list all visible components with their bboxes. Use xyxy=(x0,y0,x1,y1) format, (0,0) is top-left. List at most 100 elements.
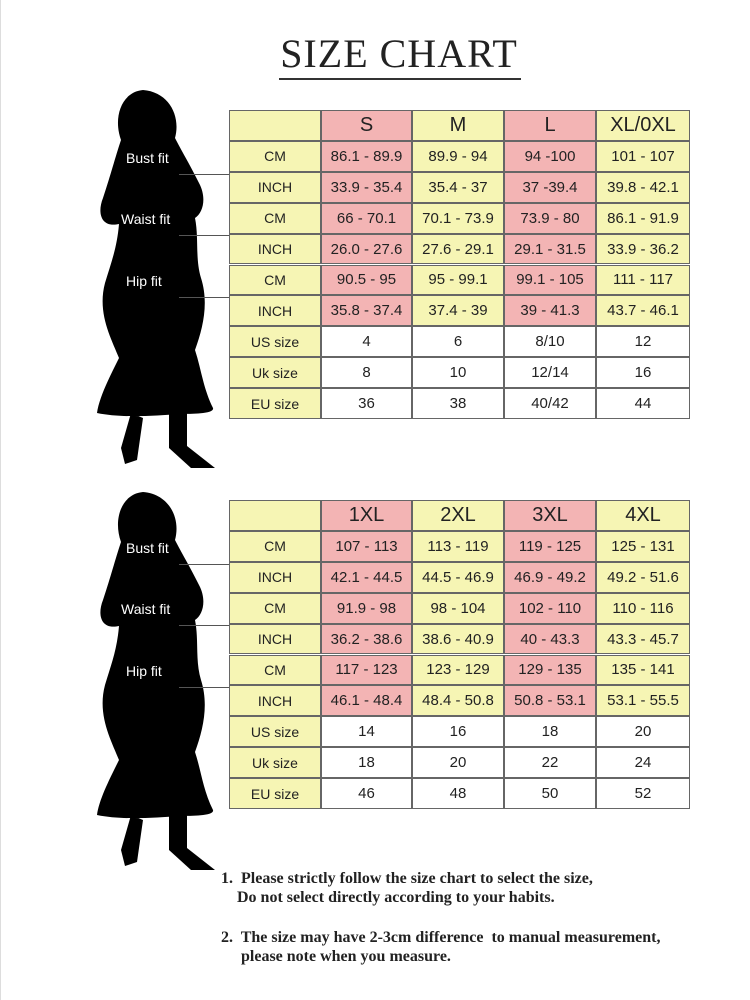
size-value: 8/10 xyxy=(504,326,596,358)
size-value: 101 - 107 xyxy=(596,140,690,172)
row-label: INCH xyxy=(229,295,321,327)
size-value: 49.2 - 51.6 xyxy=(596,561,690,593)
size-value: 52 xyxy=(596,778,690,809)
size-value: 125 - 131 xyxy=(596,530,690,562)
fit-label: Bust fit xyxy=(124,539,171,556)
note: 2. The size may have 2-3cm difference to… xyxy=(221,929,661,946)
row-label: CM xyxy=(229,264,321,296)
size-value: 48 xyxy=(412,778,504,809)
size-header: 1XL xyxy=(321,500,412,531)
size-value: 35.8 - 37.4 xyxy=(321,295,412,327)
fit-line xyxy=(179,235,229,237)
size-value: 20 xyxy=(596,716,690,748)
size-header: XL/0XL xyxy=(596,110,690,141)
size-header: M xyxy=(412,110,504,141)
size-value: 110 - 116 xyxy=(596,592,690,624)
size-value: 37.4 - 39 xyxy=(412,295,504,327)
size-value: 89.9 - 94 xyxy=(412,140,504,172)
size-value: 46.1 - 48.4 xyxy=(321,685,412,717)
silhouette xyxy=(97,492,215,870)
note: 1. Please strictly follow the size chart… xyxy=(221,870,593,887)
size-value: 4 xyxy=(321,326,412,358)
size-value: 36.2 - 38.6 xyxy=(321,623,412,655)
size-value: 33.9 - 36.2 xyxy=(596,233,690,265)
size-value: 44.5 - 46.9 xyxy=(412,561,504,593)
size-value: 46.9 - 49.2 xyxy=(504,561,596,593)
fit-line xyxy=(179,625,229,627)
size-value: 91.9 - 98 xyxy=(321,592,412,624)
size-value: 90.5 - 95 xyxy=(321,264,412,296)
size-value: 70.1 - 73.9 xyxy=(412,202,504,234)
size-value: 129 - 135 xyxy=(504,654,596,686)
size-value: 66 - 70.1 xyxy=(321,202,412,234)
fit-label: Hip fit xyxy=(124,663,164,680)
row-label: EU size xyxy=(229,388,321,419)
size-value: 35.4 - 37 xyxy=(412,171,504,203)
fit-label: Waist fit xyxy=(119,601,173,618)
size-value: 33.9 - 35.4 xyxy=(321,171,412,203)
size-value: 24 xyxy=(596,747,690,779)
fit-label: Bust fit xyxy=(124,149,171,166)
size-value: 135 - 141 xyxy=(596,654,690,686)
fit-label: Hip fit xyxy=(124,273,164,290)
size-value: 102 - 110 xyxy=(504,592,596,624)
fit-line xyxy=(179,297,229,299)
row-label: CM xyxy=(229,592,321,624)
size-value: 8 xyxy=(321,357,412,389)
fit-line xyxy=(179,563,229,565)
row-label: US size xyxy=(229,326,321,358)
size-value: 98 - 104 xyxy=(412,592,504,624)
row-label: EU size xyxy=(229,778,321,809)
size-header: 3XL xyxy=(504,500,596,531)
row-label: INCH xyxy=(229,561,321,593)
size-value: 94 -100 xyxy=(504,140,596,172)
title: SIZE CHART xyxy=(280,31,518,76)
size-value: 73.9 - 80 xyxy=(504,202,596,234)
row-label: INCH xyxy=(229,685,321,717)
size-value: 22 xyxy=(504,747,596,779)
size-value: 111 - 117 xyxy=(596,264,690,296)
size-value: 16 xyxy=(412,716,504,748)
size-value: 50.8 - 53.1 xyxy=(504,685,596,717)
row-label: US size xyxy=(229,716,321,748)
size-value: 12/14 xyxy=(504,357,596,389)
size-value: 18 xyxy=(321,747,412,779)
size-value: 16 xyxy=(596,357,690,389)
size-value: 123 - 129 xyxy=(412,654,504,686)
size-value: 53.1 - 55.5 xyxy=(596,685,690,717)
size-value: 99.1 - 105 xyxy=(504,264,596,296)
size-value: 27.6 - 29.1 xyxy=(412,233,504,265)
size-value: 43.7 - 46.1 xyxy=(596,295,690,327)
row-label: Uk size xyxy=(229,747,321,779)
size-header: 4XL xyxy=(596,500,690,531)
note: Do not select directly according to your… xyxy=(237,889,555,906)
fit-label: Waist fit xyxy=(119,211,173,228)
size-value: 50 xyxy=(504,778,596,809)
note: please note when you measure. xyxy=(241,948,451,965)
size-value: 37 -39.4 xyxy=(504,171,596,203)
size-value: 86.1 - 89.9 xyxy=(321,140,412,172)
corner-cell xyxy=(229,500,321,531)
size-value: 42.1 - 44.5 xyxy=(321,561,412,593)
size-value: 44 xyxy=(596,388,690,419)
size-value: 6 xyxy=(412,326,504,358)
size-value: 29.1 - 31.5 xyxy=(504,233,596,265)
size-value: 113 - 119 xyxy=(412,530,504,562)
size-value: 86.1 - 91.9 xyxy=(596,202,690,234)
size-value: 46 xyxy=(321,778,412,809)
row-label: CM xyxy=(229,202,321,234)
row-label: INCH xyxy=(229,623,321,655)
size-value: 36 xyxy=(321,388,412,419)
size-value: 10 xyxy=(412,357,504,389)
row-label: CM xyxy=(229,654,321,686)
fit-line xyxy=(179,173,229,175)
size-value: 107 - 113 xyxy=(321,530,412,562)
size-value: 40 - 43.3 xyxy=(504,623,596,655)
size-value: 18 xyxy=(504,716,596,748)
size-value: 14 xyxy=(321,716,412,748)
row-label: INCH xyxy=(229,233,321,265)
size-value: 26.0 - 27.6 xyxy=(321,233,412,265)
size-value: 117 - 123 xyxy=(321,654,412,686)
size-value: 38.6 - 40.9 xyxy=(412,623,504,655)
